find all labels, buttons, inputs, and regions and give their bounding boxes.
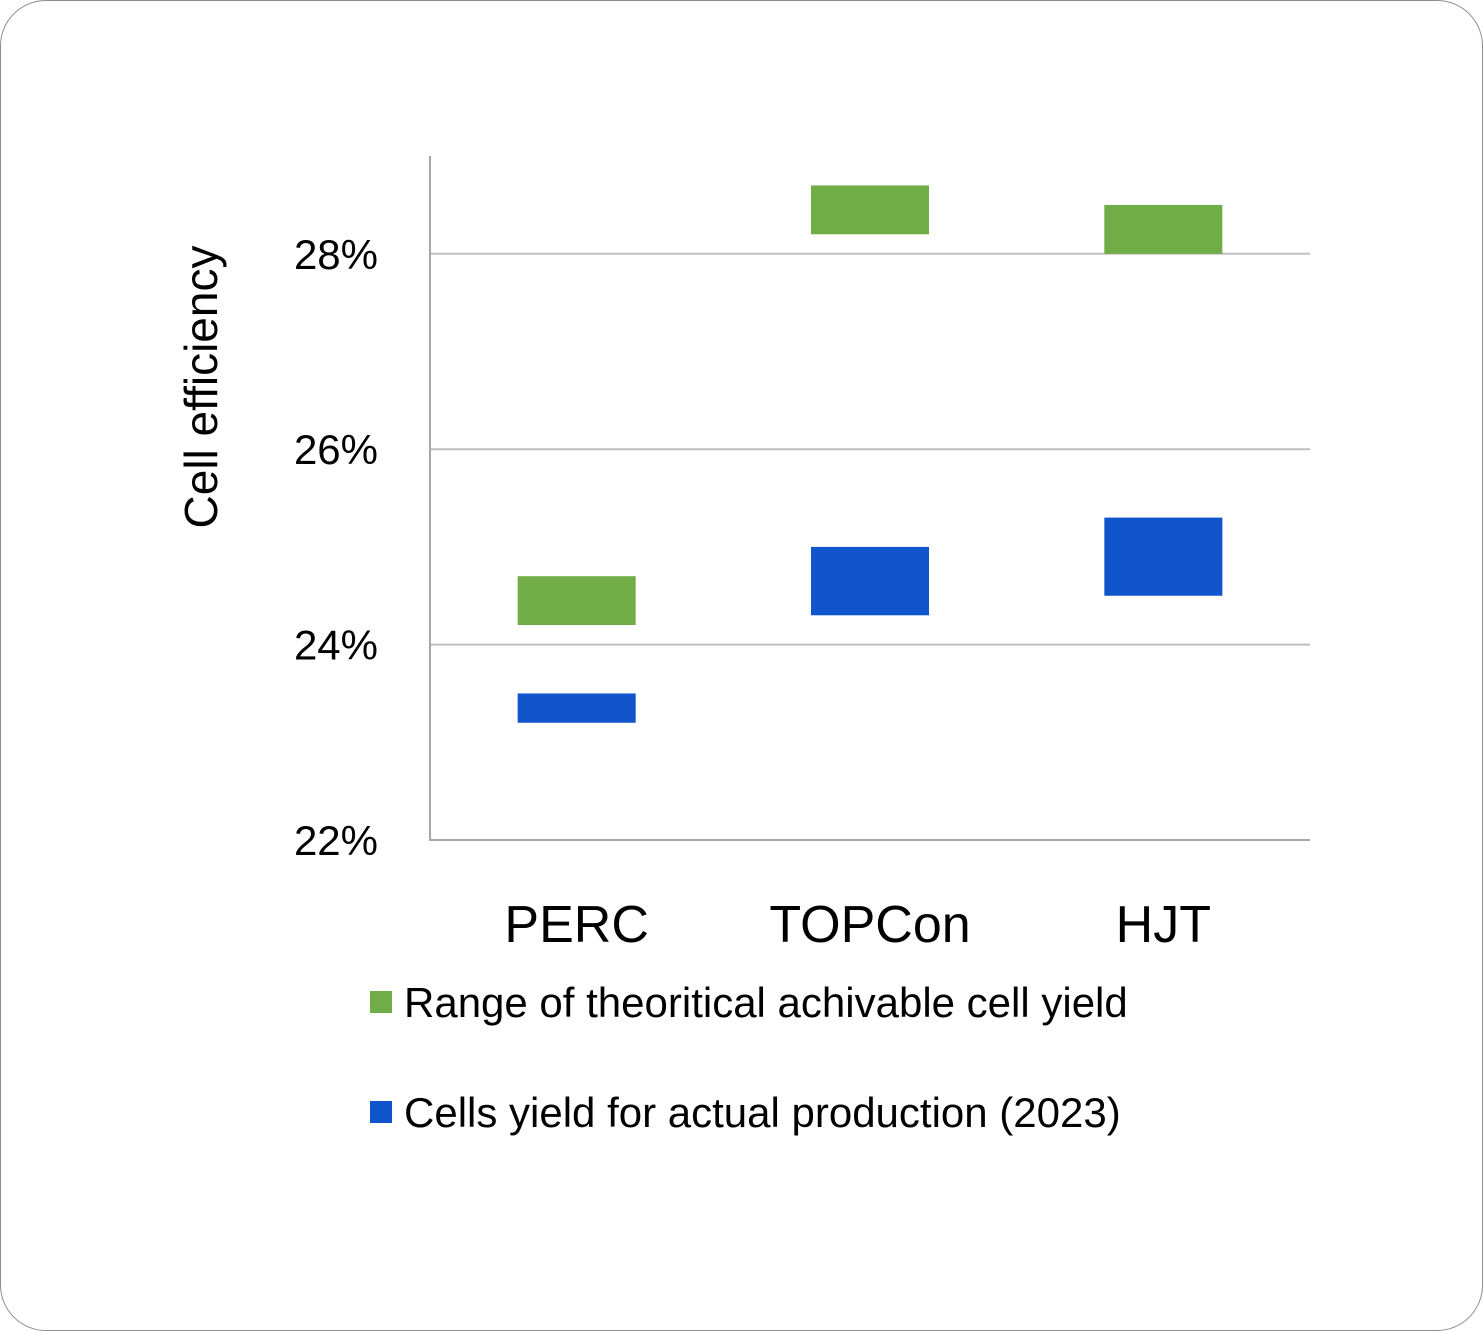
bar-theoretical-perc xyxy=(517,576,636,626)
y-tick-label: 26% xyxy=(294,426,378,473)
bar-theoretical-hjt xyxy=(1104,204,1223,254)
legend: Range of theoritical achivable cell yiel… xyxy=(370,979,1128,1136)
y-tick-label: 28% xyxy=(294,231,378,278)
x-tick-label: TOPCon xyxy=(769,896,970,954)
legend-label-theoretical: Range of theoritical achivable cell yiel… xyxy=(404,979,1128,1026)
y-axis-label: Cell efficiency xyxy=(175,246,227,529)
bar-actual-perc xyxy=(517,693,636,723)
x-tick-label: PERC xyxy=(504,896,648,954)
y-tick-label: 24% xyxy=(294,622,378,669)
bar-actual-topcon xyxy=(811,546,929,616)
bar-theoretical-topcon xyxy=(811,185,929,235)
x-tick-label: HJT xyxy=(1116,896,1211,954)
legend-label-actual: Cells yield for actual production (2023) xyxy=(404,1089,1121,1136)
legend-swatch-theoretical xyxy=(370,991,392,1013)
bar-actual-hjt xyxy=(1104,517,1223,596)
legend-swatch-actual xyxy=(370,1101,392,1123)
y-tick-label: 22% xyxy=(294,817,378,864)
